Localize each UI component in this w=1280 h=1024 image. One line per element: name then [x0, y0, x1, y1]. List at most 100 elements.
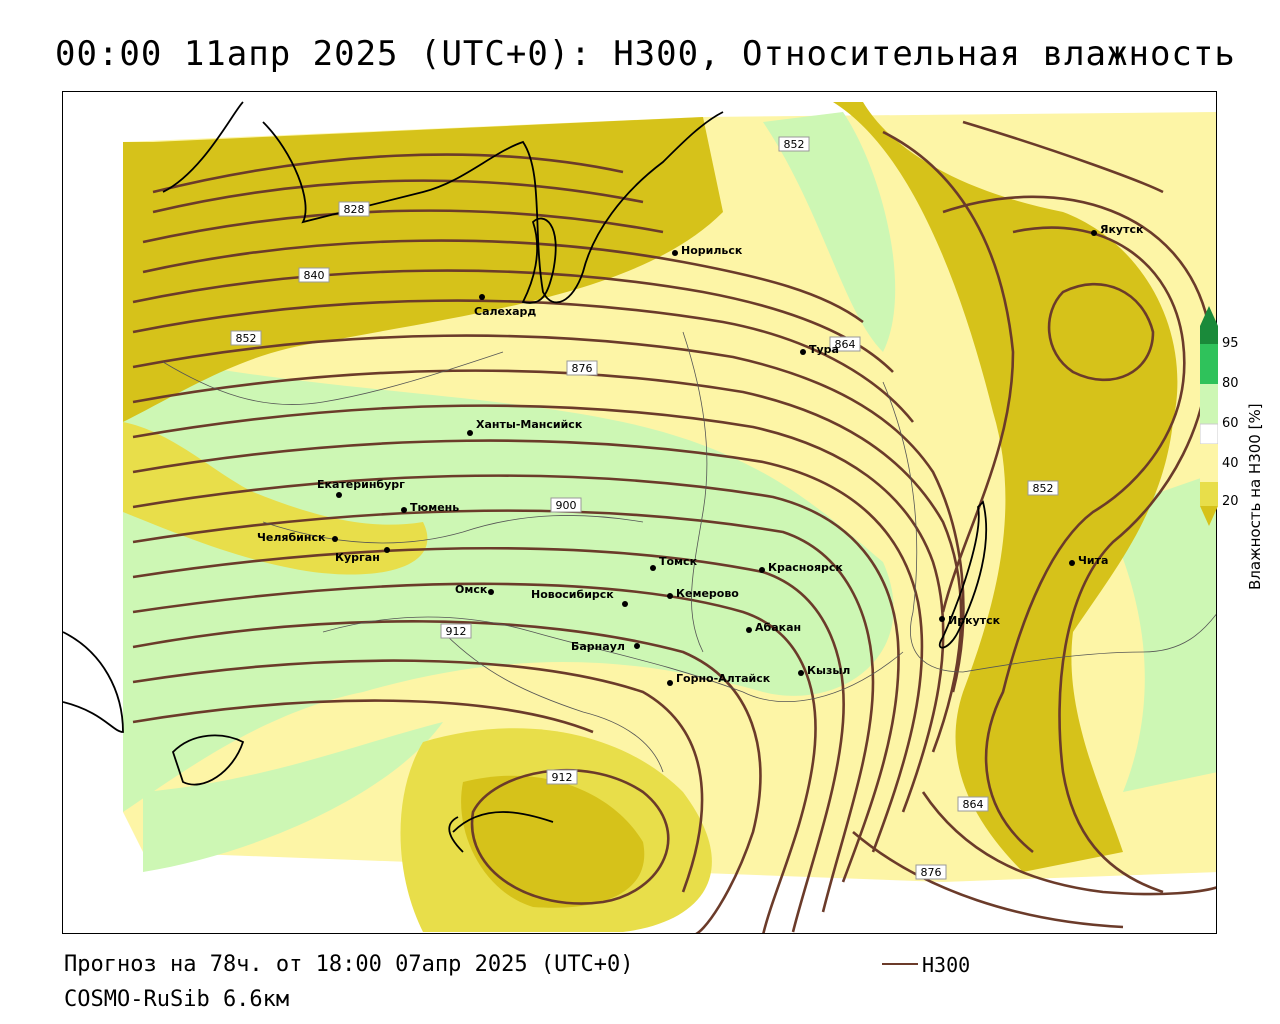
svg-text:Чита: Чита: [1078, 554, 1108, 567]
contour-label: 900: [556, 499, 577, 512]
city-salekhard: Салехард: [474, 294, 536, 318]
svg-text:Екатеринбург: Екатеринбург: [317, 478, 405, 491]
humidity-field-dry-west: [123, 422, 428, 575]
h300-legend-swatch: [882, 963, 918, 965]
city-kyzyl: Кызыл: [798, 664, 850, 677]
label-box: [915, 864, 947, 880]
contour-line: [942, 195, 1211, 894]
contour-line: [132, 659, 704, 893]
svg-text:Якутск: Якутск: [1100, 223, 1144, 236]
contour-line: [142, 209, 664, 244]
city-irkutsk: Иркутск: [939, 614, 1001, 627]
map-canvas: 828 840 852 852 864 876 900 912 912 852 …: [63, 101, 1216, 933]
colorbar-tick: 60: [1222, 416, 1239, 431]
svg-text:Барнаул: Барнаул: [571, 640, 625, 653]
city-krasnoyarsk: Красноярск: [759, 561, 843, 574]
weather-map: 828 840 852 852 864 876 900 912 912 852 …: [62, 91, 1217, 934]
colorbar-title: Влажность на Н300 [%]: [1246, 403, 1264, 590]
border-line: [962, 613, 1216, 673]
colorbar-band-95: [1200, 326, 1218, 344]
contour-line: [132, 299, 915, 423]
label-box: [957, 796, 989, 812]
label-box: [829, 336, 861, 352]
contour-label: 912: [446, 625, 467, 638]
contour-line: [132, 439, 924, 853]
svg-text:Ханты-Мансийск: Ханты-Мансийск: [476, 418, 583, 431]
h300-legend-label: H300: [922, 953, 971, 977]
border-line: [322, 616, 904, 702]
colorbar-band-80: [1200, 344, 1218, 384]
humidity-field-moist: [123, 352, 894, 812]
city-khanty-mansiysk: Ханты-Мансийск: [467, 418, 583, 436]
contour-line: [142, 239, 864, 324]
city-novosibirsk: Новосибирск: [531, 588, 628, 607]
city-barnaul: Барнаул: [571, 640, 640, 653]
colorbar-band-50: [1200, 423, 1218, 445]
contour-label: 864: [963, 798, 984, 811]
city-gorno-altaysk: Горно-Алтайск: [667, 672, 771, 686]
contour-label: 852: [236, 332, 257, 345]
border-line: [882, 381, 964, 673]
h300-contours: [132, 120, 1216, 933]
contour-line: [132, 620, 762, 933]
contour-line: [984, 226, 1186, 854]
colorbar-band-20: [1200, 482, 1218, 506]
contour-label: 864: [835, 338, 856, 351]
svg-text:Курган: Курган: [335, 551, 380, 564]
city-chelyabinsk: Челябинск: [257, 531, 338, 544]
contour-label: 828: [344, 203, 365, 216]
contour-label: 876: [921, 866, 942, 879]
city-abakan: Абакан: [746, 621, 801, 634]
svg-text:Норильск: Норильск: [681, 244, 743, 257]
colorbar-band-40: [1200, 444, 1218, 482]
label-box: [230, 330, 262, 346]
contour-label: 840: [304, 269, 325, 282]
contour-line: [132, 546, 845, 933]
caspian-outline: [63, 631, 124, 733]
contour-line: [1047, 282, 1155, 382]
contour-line: [470, 768, 670, 905]
humidity-field-moist-south: [143, 722, 443, 872]
humidity-field-very-dry-south: [461, 775, 645, 908]
svg-text:Челябинск: Челябинск: [257, 531, 326, 544]
humidity-field-moist-north: [763, 112, 896, 352]
label-box: [546, 769, 578, 785]
svg-text:Кызыл: Кызыл: [807, 664, 850, 677]
colorbar-top-arrow: [1200, 306, 1218, 326]
colorbar-tick: 20: [1222, 494, 1239, 509]
contour-line: [132, 699, 594, 734]
colorbar-tick: 40: [1222, 456, 1239, 471]
contour-line: [132, 269, 894, 373]
city-norilsk: Норильск: [672, 244, 743, 257]
city-tura: Тура: [800, 343, 839, 356]
coastlines: [63, 101, 988, 853]
label-box: [566, 360, 598, 376]
label-box: [778, 136, 810, 152]
contour-line: [132, 334, 965, 693]
svg-text:Омск: Омск: [455, 583, 488, 596]
svg-text:Абакан: Абакан: [755, 621, 801, 634]
contour-label: 852: [784, 138, 805, 151]
border-line: [442, 631, 664, 773]
forecast-info: Прогноз на 78ч. от 18:00 07апр 2025 (UTC…: [64, 952, 634, 977]
svg-text:Горно-Алтайск: Горно-Алтайск: [676, 672, 771, 685]
label-box: [298, 267, 330, 283]
contour-line: [852, 831, 1124, 929]
contour-line: [132, 509, 875, 913]
city-kurgan: Курган: [335, 547, 390, 564]
colorbar-band-60: [1200, 384, 1218, 424]
humidity-field-moist-east: [1103, 472, 1216, 792]
contour-labels: 828 840 852 852 864 876 900 912 912 852 …: [230, 136, 1059, 880]
contour-line: [132, 404, 945, 813]
colorbar-bottom-arrow: [1200, 506, 1218, 526]
label-box: [440, 623, 472, 639]
cities: Норильск Якутск Салехард Тура Ханты-Манс…: [257, 223, 1144, 686]
city-tomsk: Томск: [650, 555, 698, 571]
border-line: [682, 331, 708, 653]
humidity-colorbar: [1200, 306, 1218, 526]
contour-line: [962, 120, 1164, 194]
city-yekaterinburg: Екатеринбург: [317, 478, 405, 498]
city-yakutsk: Якутск: [1091, 223, 1144, 236]
yamal-coastline: [521, 217, 557, 304]
aral-outline: [171, 734, 245, 786]
